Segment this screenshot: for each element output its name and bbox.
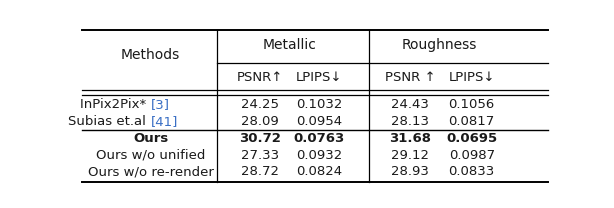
Text: LPIPS↓: LPIPS↓ [296,71,343,84]
Text: Subias et.al: Subias et.al [68,115,150,128]
Text: 28.13: 28.13 [391,115,429,128]
Text: 0.0763: 0.0763 [294,132,345,145]
Text: PSNR ↑: PSNR ↑ [384,71,435,84]
Text: PSNR↑: PSNR↑ [237,71,283,84]
Text: 28.72: 28.72 [241,165,279,178]
Text: 0.0824: 0.0824 [297,165,343,178]
Text: 31.68: 31.68 [389,132,431,145]
Text: 0.0833: 0.0833 [449,165,495,178]
Text: 28.93: 28.93 [391,165,429,178]
Text: LPIPS↓: LPIPS↓ [448,71,495,84]
Text: Roughness: Roughness [402,38,477,52]
Text: 29.12: 29.12 [391,149,429,162]
Text: Ours w/o unified: Ours w/o unified [96,149,205,162]
Text: 0.0987: 0.0987 [449,149,495,162]
Text: [3]: [3] [150,98,169,111]
Text: InPix2Pix*: InPix2Pix* [80,98,150,111]
Text: 24.25: 24.25 [241,98,279,111]
Text: 0.0954: 0.0954 [297,115,343,128]
Text: 0.1032: 0.1032 [296,98,343,111]
Text: 0.0817: 0.0817 [449,115,495,128]
Text: Ours w/o re-render: Ours w/o re-render [88,165,214,178]
Text: Methods: Methods [121,48,180,62]
Text: 30.72: 30.72 [239,132,281,145]
Text: 28.09: 28.09 [241,115,279,128]
Text: 0.1056: 0.1056 [449,98,495,111]
Text: 24.43: 24.43 [391,98,429,111]
Text: [41]: [41] [150,115,178,128]
Text: 0.0932: 0.0932 [297,149,343,162]
Text: Ours: Ours [133,132,168,145]
Text: Metallic: Metallic [263,38,316,52]
Text: 27.33: 27.33 [241,149,279,162]
Text: 0.0695: 0.0695 [446,132,497,145]
